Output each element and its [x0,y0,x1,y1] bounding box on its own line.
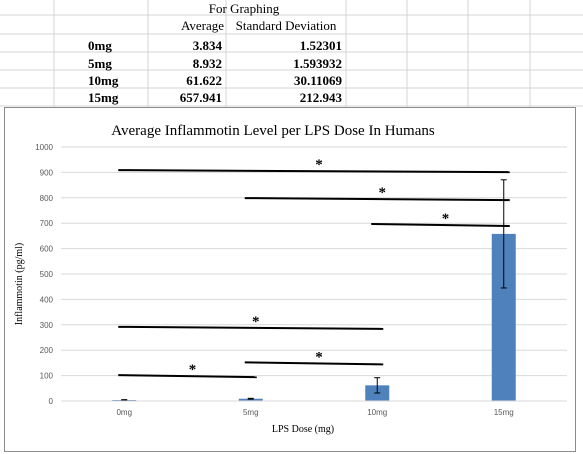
significance-star: * [315,157,323,173]
significance-line [118,169,510,174]
header-average[interactable]: Average [180,18,224,33]
row-sd-15mg[interactable]: 212.943 [299,90,342,105]
y-tick-label: 200 [40,346,54,355]
y-axis-title: Inflammotin (pg/ml) [14,243,25,326]
chart-title: Average Inflammotin Level per LPS Dose I… [111,123,435,139]
y-tick-label: 400 [40,295,54,304]
significance-star: * [315,349,323,365]
significance-line [118,374,257,379]
row-average-15mg[interactable]: 657.941 [179,90,222,105]
y-tick-label: 900 [40,168,54,177]
significance-line [244,361,384,366]
row-average-10mg[interactable]: 61.622 [186,73,222,88]
row-average-5mg[interactable]: 8.932 [192,56,222,71]
significance-star: * [252,314,260,330]
y-tick-label: 500 [40,270,54,279]
y-tick-label: 300 [40,321,54,330]
bar-chart[interactable]: Average Inflammotin Level per LPS Dose I… [5,108,575,451]
row-sd-0mg[interactable]: 1.52301 [299,38,342,53]
significance-star: * [379,185,387,201]
x-tick-label: 15mg [494,408,514,417]
y-tick-label: 100 [40,372,54,381]
row-sd-5mg[interactable]: 1.593932 [293,56,342,71]
significance-line [371,222,510,227]
row-label-0mg[interactable]: 0mg [88,38,112,53]
y-tick-label: 600 [40,245,54,254]
significance-line [244,197,510,202]
error-bar-15mg [500,179,507,289]
x-tick-label: 0mg [116,408,132,417]
y-tick-label: 700 [40,219,54,228]
row-average-0mg[interactable]: 3.834 [192,38,222,53]
y-tick-label: 1000 [35,143,53,152]
significance-line [118,325,384,330]
y-tick-label: 800 [40,194,54,203]
x-tick-label: 10mg [367,408,387,417]
error-bar-5mg [247,397,254,400]
row-label-5mg[interactable]: 5mg [88,56,112,71]
table-title[interactable]: For Graphing [208,1,280,16]
row-label-15mg[interactable]: 15mg [88,90,119,105]
x-axis-title: LPS Dose (mg) [272,424,334,435]
y-tick-label: 0 [49,397,54,406]
embedded-chart[interactable]: Average Inflammotin Level per LPS Dose I… [4,107,576,452]
error-bar-0mg [121,399,128,401]
significance-star: * [189,362,197,378]
row-label-10mg[interactable]: 10mg [88,73,119,88]
bar-5mg[interactable] [238,398,263,401]
x-tick-label: 5mg [243,408,259,417]
row-sd-10mg[interactable]: 30.11069 [293,73,342,88]
error-bar-10mg [374,377,381,394]
significance-star: * [442,211,450,227]
header-standard-deviation[interactable]: Standard Deviation [235,18,337,33]
